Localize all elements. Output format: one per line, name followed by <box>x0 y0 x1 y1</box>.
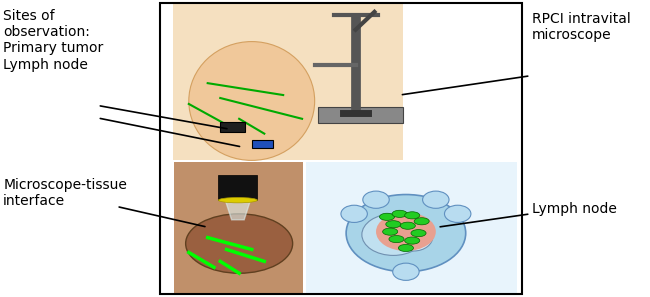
Text: Sites of
observation:
Primary tumor
Lymph node: Sites of observation: Primary tumor Lymp… <box>3 9 103 72</box>
Ellipse shape <box>186 214 292 273</box>
Bar <box>252 140 272 148</box>
Circle shape <box>386 221 401 228</box>
Circle shape <box>380 213 395 220</box>
Ellipse shape <box>376 212 436 251</box>
Ellipse shape <box>218 198 257 203</box>
Ellipse shape <box>362 214 425 255</box>
Circle shape <box>405 212 420 219</box>
Bar <box>318 107 403 123</box>
Circle shape <box>414 218 429 225</box>
Circle shape <box>389 236 404 243</box>
Bar <box>307 162 517 293</box>
Circle shape <box>392 210 407 217</box>
Circle shape <box>405 237 420 244</box>
Ellipse shape <box>341 205 367 222</box>
Ellipse shape <box>363 191 389 208</box>
Circle shape <box>383 228 398 235</box>
Ellipse shape <box>445 205 471 222</box>
Bar <box>174 162 304 293</box>
Text: RPCI intravital
microscope: RPCI intravital microscope <box>532 12 630 42</box>
Ellipse shape <box>393 263 419 280</box>
Bar <box>173 4 403 160</box>
Circle shape <box>411 230 426 237</box>
Polygon shape <box>226 200 250 220</box>
Bar <box>218 175 257 200</box>
Ellipse shape <box>188 42 315 160</box>
Text: Lymph node: Lymph node <box>532 202 617 216</box>
Circle shape <box>398 244 413 252</box>
Ellipse shape <box>422 191 449 208</box>
Bar <box>161 3 523 294</box>
Ellipse shape <box>395 221 433 251</box>
Bar <box>220 122 246 132</box>
Circle shape <box>400 222 415 229</box>
Text: Microscope-tissue
interface: Microscope-tissue interface <box>3 178 127 208</box>
Ellipse shape <box>346 195 465 272</box>
